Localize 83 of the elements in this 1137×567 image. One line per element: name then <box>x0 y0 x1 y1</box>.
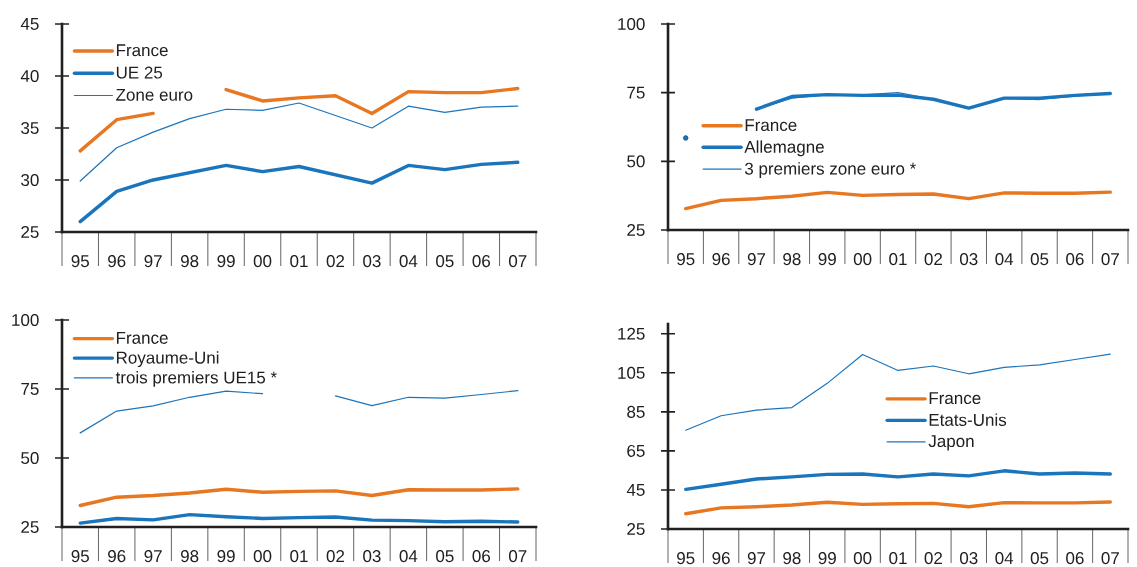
x-tick-label: 05 <box>1030 552 1049 565</box>
legend-label: France <box>745 119 797 132</box>
x-tick-label: 06 <box>472 550 491 563</box>
y-tick-label: 30 <box>21 173 39 187</box>
x-tick-label: 95 <box>71 255 89 268</box>
legend-label: trois premiers UE15 * <box>115 371 277 387</box>
x-tick-label: 98 <box>180 255 199 268</box>
x-tick-label: 01 <box>889 253 907 266</box>
x-tick-label: 98 <box>783 552 801 565</box>
x-tick-label: 97 <box>144 255 162 268</box>
x-tick-label: 04 <box>399 550 418 563</box>
x-tick-label: 99 <box>217 255 235 268</box>
y-tick-label: 35 <box>21 121 39 135</box>
x-tick-label: 06 <box>472 255 491 268</box>
y-tick-label: 125 <box>618 327 645 340</box>
x-tick-label: 97 <box>747 552 766 565</box>
x-tick-label: 95 <box>677 253 695 266</box>
x-tick-label: 97 <box>747 253 766 266</box>
x-tick-label: 06 <box>1066 552 1084 565</box>
x-tick-label: 06 <box>1066 253 1084 266</box>
x-tick-label: 03 <box>363 255 381 268</box>
y-tick-label: 50 <box>21 451 39 465</box>
x-tick-label: 03 <box>960 253 978 266</box>
x-tick-label: 03 <box>363 550 381 563</box>
y-tick-label: 25 <box>21 225 39 239</box>
y-tick-label: 85 <box>627 405 645 418</box>
y-tick-label: 45 <box>626 484 645 496</box>
y-tick-label: 100 <box>618 17 645 31</box>
x-tick-label: 96 <box>712 253 730 266</box>
legend-label: Zone euro <box>116 88 193 101</box>
x-tick-label: 00 <box>253 255 272 268</box>
legend-label: 3 premiers zone euro * <box>744 162 916 179</box>
y-tick-label: 65 <box>627 444 645 457</box>
legend-label: France <box>116 44 168 57</box>
legend-label: UE 25 <box>116 66 163 79</box>
x-tick-label: 99 <box>217 550 235 563</box>
y-tick-label: 75 <box>627 86 645 99</box>
x-tick-label: 00 <box>253 550 272 563</box>
x-tick-label: 07 <box>508 255 527 268</box>
legend-label: Etats-Unis <box>929 413 1007 426</box>
legend-label: France <box>929 392 981 405</box>
x-tick-label: 04 <box>995 253 1014 266</box>
y-tick-label: 40 <box>20 69 39 83</box>
y-tick-label: 45 <box>20 18 39 30</box>
x-tick-label: 05 <box>436 550 454 563</box>
legend-label: France <box>116 332 168 344</box>
x-tick-label: 01 <box>290 255 308 268</box>
x-tick-label: 02 <box>326 550 345 563</box>
x-tick-label: 04 <box>399 255 418 268</box>
x-tick-label: 99 <box>818 253 836 266</box>
x-tick-label: 96 <box>108 550 126 563</box>
x-tick-label: 96 <box>712 552 730 565</box>
x-tick-label: 00 <box>853 552 872 565</box>
y-tick-label: 25 <box>627 223 645 237</box>
x-tick-label: 07 <box>1101 552 1119 565</box>
y-tick-label: 105 <box>618 366 645 379</box>
x-tick-label: 00 <box>853 253 872 266</box>
x-tick-label: 98 <box>783 253 801 266</box>
legend-label: Japon <box>928 435 974 451</box>
y-tick-label: 25 <box>21 520 39 534</box>
x-tick-label: 99 <box>818 552 836 565</box>
x-tick-label: 95 <box>677 552 695 565</box>
x-tick-label: 95 <box>71 550 89 563</box>
x-tick-label: 01 <box>290 550 308 563</box>
x-tick-label: 98 <box>180 550 199 563</box>
x-tick-label: 07 <box>1101 253 1119 266</box>
x-tick-label: 03 <box>960 552 978 565</box>
x-tick-label: 97 <box>144 550 162 563</box>
x-tick-label: 02 <box>924 253 942 266</box>
x-tick-label: 02 <box>924 552 942 565</box>
y-tick-label: 50 <box>627 155 645 168</box>
y-tick-label: 75 <box>21 383 39 395</box>
x-tick-label: 05 <box>1030 253 1049 266</box>
x-tick-label: 05 <box>436 255 454 268</box>
legend-label: Royaume-Uni <box>116 351 219 368</box>
x-tick-label: 04 <box>995 552 1014 565</box>
y-tick-label: 100 <box>12 313 39 327</box>
x-tick-label: 96 <box>108 255 126 268</box>
x-tick-label: 07 <box>508 550 527 563</box>
y-tick-label: 25 <box>627 522 645 536</box>
x-tick-label: 01 <box>889 552 907 565</box>
x-tick-label: 02 <box>326 255 345 268</box>
legend-label: Allemagne <box>744 140 824 157</box>
